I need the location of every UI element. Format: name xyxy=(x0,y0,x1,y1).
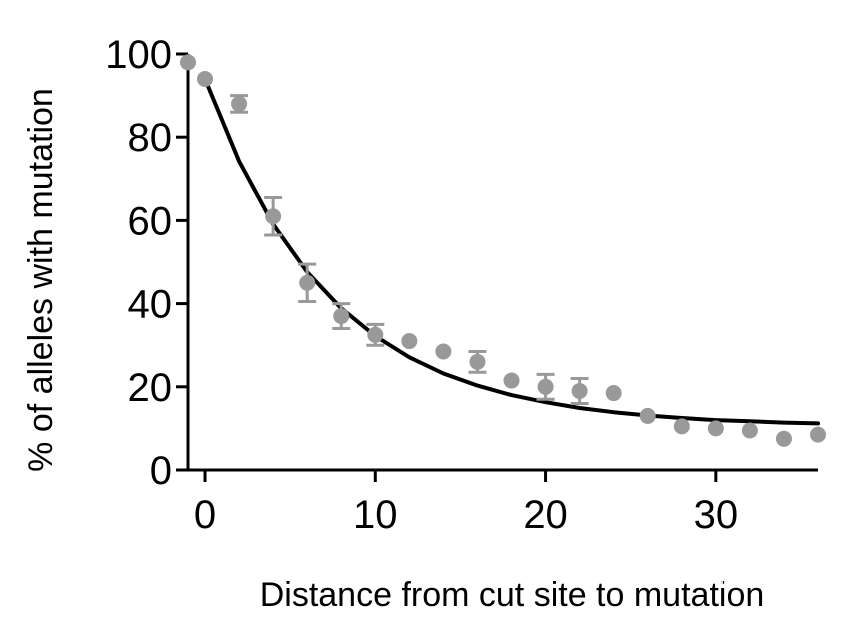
y-tick-label: 60 xyxy=(128,199,173,243)
y-tick-label: 0 xyxy=(150,449,172,493)
data-point xyxy=(333,308,350,325)
tick-labels-layer: 0 20 40 60 80 100 0 10 20 30 xyxy=(105,33,738,537)
data-point xyxy=(673,418,690,435)
data-point xyxy=(231,95,248,112)
data-point xyxy=(469,353,486,370)
x-tick-label: 20 xyxy=(523,493,568,537)
x-tick-label: 10 xyxy=(353,493,398,537)
data-point xyxy=(197,70,214,87)
data-point xyxy=(265,208,282,225)
data-point xyxy=(605,385,622,402)
data-point xyxy=(707,420,724,437)
x-tick-label: 30 xyxy=(694,493,739,537)
watermark: 知乎 @米线儿 xyxy=(703,565,842,590)
data-point xyxy=(503,372,520,389)
data-point xyxy=(299,274,316,291)
data-point xyxy=(367,326,384,343)
axes xyxy=(176,52,818,482)
x-tick-label: 0 xyxy=(194,493,216,537)
data-point xyxy=(741,422,758,439)
data-point xyxy=(810,426,826,443)
fit-curve xyxy=(203,77,820,426)
y-tick-label: 40 xyxy=(128,283,173,327)
fit-curve-layer xyxy=(203,77,820,426)
data-point xyxy=(180,54,196,71)
y-tick-label: 80 xyxy=(128,116,173,160)
x-axis-title: Distance from cut site to mutation xyxy=(260,576,765,614)
data-points-layer xyxy=(180,54,826,447)
y-tick-label: 100 xyxy=(105,33,172,77)
data-point xyxy=(537,378,554,395)
data-point xyxy=(401,333,418,350)
data-point xyxy=(435,343,452,360)
data-point xyxy=(571,382,588,399)
y-tick-label: 20 xyxy=(128,366,173,410)
data-point xyxy=(639,407,656,424)
y-axis-title: % of alleles with mutation xyxy=(22,88,60,472)
data-point xyxy=(775,430,792,447)
